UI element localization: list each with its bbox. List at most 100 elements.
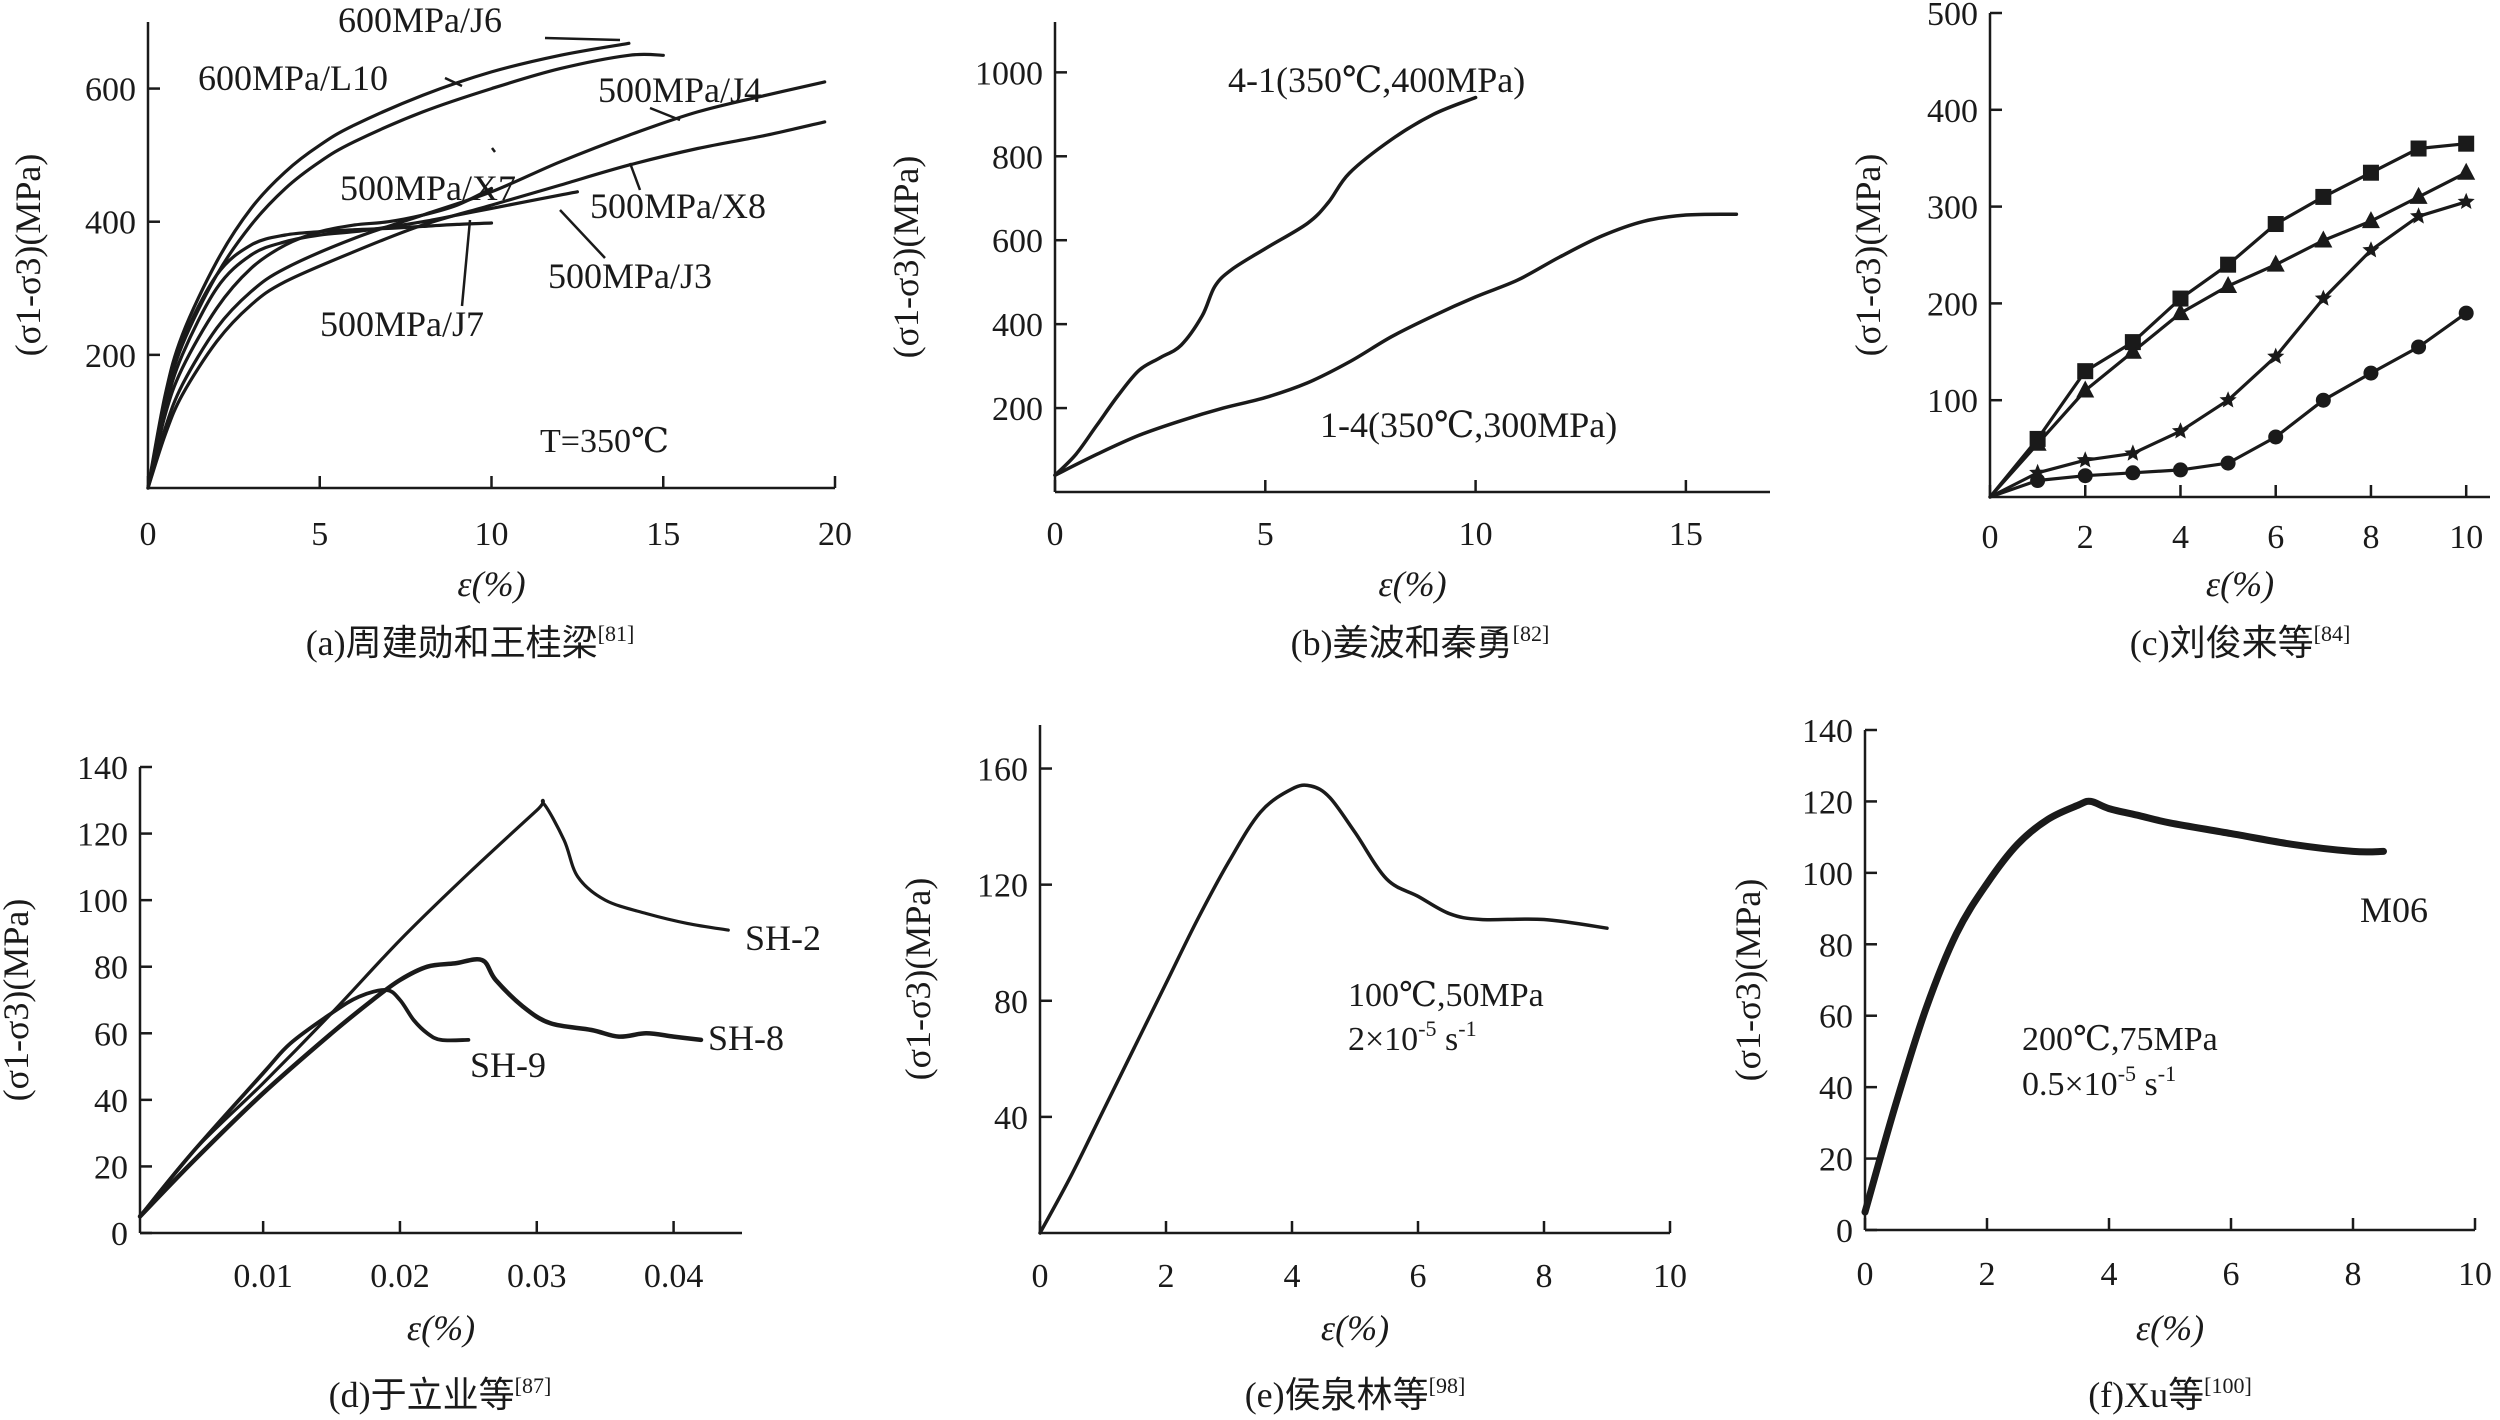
data-point-square xyxy=(2458,135,2475,152)
y-tick-label: 100 xyxy=(1927,383,1978,420)
y-tick-label: 20 xyxy=(1819,1142,1853,1179)
series-line-7 xyxy=(146,221,494,490)
series-label: 500MPa/J4 xyxy=(598,70,762,110)
series-leader xyxy=(649,106,681,122)
series-line-2 xyxy=(1053,212,1739,477)
y-axis-title: (σ1-σ3)(MPa) xyxy=(1848,154,1888,357)
data-point-square xyxy=(2077,363,2094,380)
data-point-triangle xyxy=(2171,303,2190,321)
data-point-triangle xyxy=(2457,162,2476,180)
x-tick-label: 0.01 xyxy=(233,1258,293,1295)
panel-a: 0 5 10 15 20 200 400 600 ε(%) (σ1-σ3)(MPa) (a)周建勋和… xyxy=(8,0,852,663)
series-line-1 xyxy=(1053,95,1478,477)
series-label: 500MPa/X8 xyxy=(590,186,766,226)
series-line-1 xyxy=(138,798,730,1218)
panel-d: 0.01 0.02 0.03 0.04 0 20 40 60 80 100 120 140 ε(%) (σ… xyxy=(0,750,821,1415)
y-tick-label: 120 xyxy=(977,868,1028,905)
x-tick-label: 8 xyxy=(2362,519,2379,556)
data-point-star xyxy=(2171,422,2189,439)
data-point-star xyxy=(2076,451,2094,468)
x-tick-label: 20 xyxy=(818,516,852,553)
data-point-circle xyxy=(2220,455,2236,471)
annotation-strain-rate: 0.5×10-5 s-1 xyxy=(2022,1061,2176,1103)
panel-caption: (f)Xu等[100] xyxy=(2088,1373,2252,1415)
x-tick-label: 2 xyxy=(1158,1258,1175,1295)
series-leader xyxy=(628,162,642,191)
rate-unit: s xyxy=(2136,1066,2158,1103)
x-tick-label: 0 xyxy=(1857,1256,1874,1293)
y-tick-label: 100 xyxy=(77,883,128,920)
y-tick-label: 500 xyxy=(1927,0,1978,33)
data-point-circle xyxy=(2268,429,2284,445)
y-tick-label: 0 xyxy=(111,1216,128,1253)
data-point-star xyxy=(2362,241,2380,258)
panel-f: 0 2 4 6 8 10020406080100120140ε(%)(σ1-σ3)(MPa… xyxy=(1728,713,2492,1415)
caption-text: (f)Xu等 xyxy=(2088,1375,2204,1415)
data-point-triangle xyxy=(2123,341,2142,359)
x-axis-title: ε(%) xyxy=(1321,1308,1389,1348)
caption-ref: [84] xyxy=(2314,621,2351,646)
caption-text: (b)姜波和秦勇 xyxy=(1291,623,1513,663)
caption-text: (d)于立业等 xyxy=(329,1375,515,1415)
y-tick-label: 0 xyxy=(1836,1213,1853,1250)
x-tick-label: 8 xyxy=(1536,1258,1553,1295)
series-line-1 xyxy=(1988,142,2468,499)
series-label: 600MPa/L10 xyxy=(198,58,388,98)
series-leader xyxy=(460,219,472,307)
series-label: 500MPa/J3 xyxy=(548,256,712,296)
series-leader xyxy=(491,147,496,153)
x-tick-label: 0.03 xyxy=(507,1258,567,1295)
y-tick-label: 400 xyxy=(992,307,1043,344)
series-leader xyxy=(444,76,463,88)
x-tick-label: 10 xyxy=(2458,1256,2492,1293)
data-point-triangle xyxy=(2076,380,2095,398)
panel-caption: (d)于立业等[87] xyxy=(329,1373,552,1415)
x-tick-label: 0 xyxy=(140,516,157,553)
caption-ref: [82] xyxy=(1513,621,1550,646)
caption-text: (e)侯泉林等 xyxy=(1245,1375,1429,1415)
x-tick-label: 10 xyxy=(1653,1258,1687,1295)
x-tick-label: 6 xyxy=(2267,519,2284,556)
y-tick-label: 400 xyxy=(1927,93,1978,130)
annotation-strain-rate: 2×10-5 s-1 xyxy=(1348,1016,1477,1058)
series-line-3 xyxy=(138,988,471,1219)
data-point-circle xyxy=(2363,365,2379,381)
data-point-star xyxy=(2410,207,2428,224)
panel-caption: (c)刘俊来等[84] xyxy=(2130,621,2351,663)
y-tick-label: 80 xyxy=(994,984,1028,1021)
y-tick-label: 140 xyxy=(77,750,128,787)
y-tick-label: 1000 xyxy=(975,55,1043,92)
x-tick-label: 6 xyxy=(1410,1258,1427,1295)
panel-caption: (a)周建勋和王桂梁[81] xyxy=(306,621,635,663)
series-line-1 xyxy=(146,41,631,490)
series-label: 1-4(350℃,300MPa) xyxy=(1320,405,1617,445)
rate-exp: -5 xyxy=(1418,1016,1436,1041)
x-tick-label: 5 xyxy=(1257,516,1274,553)
y-tick-label: 60 xyxy=(1819,999,1853,1036)
rate-base: 0.5×10 xyxy=(2022,1066,2118,1103)
data-point-star xyxy=(2314,289,2332,306)
series-line-4 xyxy=(146,120,827,490)
series-label: SH-8 xyxy=(708,1018,784,1058)
x-tick-label: 0.02 xyxy=(370,1258,430,1295)
series-line-3 xyxy=(146,80,827,490)
series-label: 600MPa/J6 xyxy=(338,0,502,40)
annotation-text: T=350℃ xyxy=(540,423,669,460)
series-line-2 xyxy=(137,957,704,1219)
data-point-square xyxy=(2315,188,2332,205)
x-tick-label: 15 xyxy=(1669,516,1703,553)
x-tick-label: 0 xyxy=(1982,519,1999,556)
y-tick-label: 120 xyxy=(77,817,128,854)
data-point-triangle xyxy=(2314,230,2333,248)
y-tick-label: 120 xyxy=(1802,784,1853,821)
y-tick-label: 40 xyxy=(1819,1070,1853,1107)
caption-ref: [98] xyxy=(1429,1373,1466,1398)
y-tick-label: 600 xyxy=(85,72,136,109)
x-tick-label: 5 xyxy=(311,516,328,553)
data-point-circle xyxy=(2458,305,2474,321)
data-point-triangle xyxy=(2219,275,2238,293)
rate-base: 2×10 xyxy=(1348,1021,1418,1058)
y-tick-label: 100 xyxy=(1802,856,1853,893)
y-tick-label: 80 xyxy=(1819,927,1853,964)
